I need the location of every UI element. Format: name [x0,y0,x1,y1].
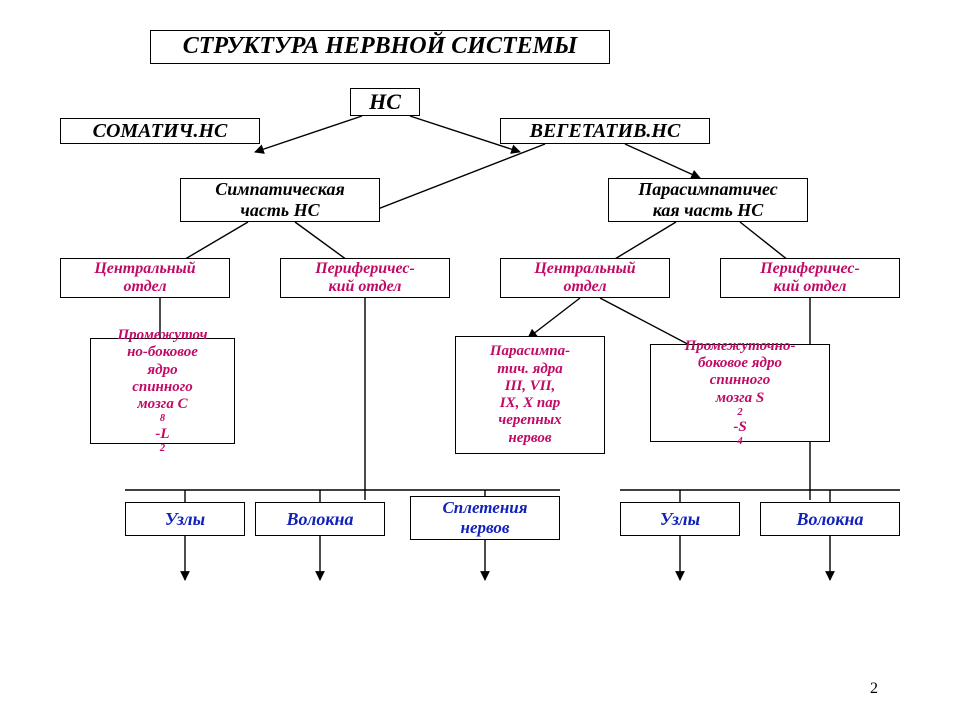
page-number: 2 [870,680,878,698]
node-nuc2: Парасимпа-тич. ядраIII, VII,IX, X парчер… [455,336,605,454]
node-ps2: Периферичес-кий отдел [720,258,900,298]
edge-cs2-down- [528,298,580,338]
node-cs2: Центральныйотдел [500,258,670,298]
node-plexus: Сплетениянервов [410,496,560,540]
node-soma: СОМАТИЧ.НС [60,118,260,144]
node-uzly2: Узлы [620,502,740,536]
edge-ns-soma [255,116,362,152]
node-nuc1: Промежуточно-боковоеядроспинногомозга C8… [90,338,235,444]
node-uzly1: Узлы [125,502,245,536]
node-title: СТРУКТУРА НЕРВНОЙ СИСТЕМЫ [150,30,610,64]
node-nuc3: Промежуточно-боковое ядроспинногомозга S… [650,344,830,442]
edge-veget-parasymp [625,144,700,178]
node-volok2: Волокна [760,502,900,536]
node-symp: Симпатическаячасть НС [180,178,380,222]
node-ps1: Периферичес-кий отдел [280,258,450,298]
node-parasymp: Парасимпатическая часть НС [608,178,808,222]
edge-veget-symp [370,144,545,212]
diagram-stage: СТРУКТУРА НЕРВНОЙ СИСТЕМЫ НС СОМАТИЧ.НС ВЕГ… [0,0,960,720]
node-ns: НС [350,88,420,116]
node-cs1: Центральныйотдел [60,258,230,298]
node-volok1: Волокна [255,502,385,536]
node-veget: ВЕГЕТАТИВ.НС [500,118,710,144]
